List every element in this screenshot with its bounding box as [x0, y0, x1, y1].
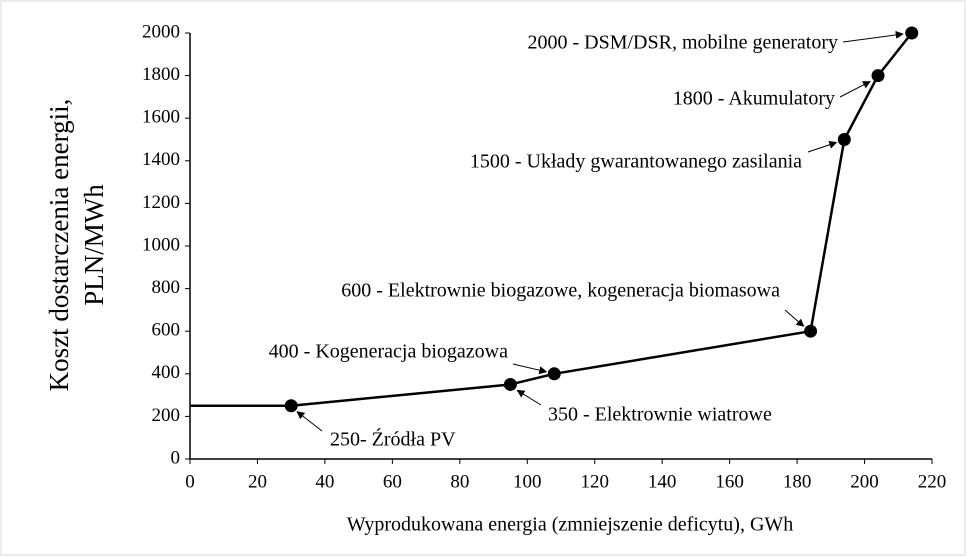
y-tick-label: 1600: [142, 107, 180, 128]
x-tick-label: 120: [580, 471, 609, 492]
annotation: 250- Źródła PV: [330, 428, 456, 451]
x-tick-label: 220: [918, 471, 947, 492]
y-axis-title: PLN/MWh: [79, 184, 109, 306]
point: [905, 26, 919, 40]
annotation-arrow: [839, 81, 871, 98]
annotation: 2000 - DSM/DSR, mobilne generatory: [527, 32, 838, 54]
point: [503, 377, 517, 391]
x-tick-label: 100: [513, 471, 542, 492]
point: [871, 69, 885, 83]
annotation: 1800 - Akumulatory: [673, 88, 835, 110]
annotation: 1500 - Układy gwarantowanego zasilania: [470, 151, 802, 173]
annotation-arrow: [842, 30, 904, 43]
annotation: 350 - Elektrownie wiatrowe: [548, 404, 772, 426]
annotation-arrow: [807, 140, 838, 153]
y-tick-label: 2000: [142, 21, 180, 42]
y-tick-label: 1400: [142, 149, 180, 170]
x-tick-label: 140: [648, 471, 677, 492]
annotation-arrow: [784, 309, 805, 327]
point: [804, 324, 818, 338]
x-axis-title: Wyprodukowana energia (zmniejszenie defi…: [347, 514, 794, 536]
y-tick-label: 800: [152, 277, 181, 298]
x-tick-label: 0: [185, 471, 195, 492]
x-tick-label: 20: [248, 471, 267, 492]
point: [284, 399, 298, 413]
x-tick-label: 60: [383, 471, 402, 492]
x-tick-label: 160: [715, 471, 744, 492]
x-tick-label: 180: [783, 471, 812, 492]
line: [190, 32, 913, 407]
annotation-arrow: [512, 363, 548, 375]
y-tick-label: 400: [152, 362, 181, 383]
annotation: 400 - Kogeneracja biogazowa: [269, 341, 508, 363]
y-tick-label: 1800: [142, 64, 180, 85]
annotation-arrow: [296, 411, 323, 432]
y-tick-label: 0: [171, 447, 181, 468]
y-tick-label: 1000: [142, 234, 180, 255]
y-tick-label: 600: [152, 320, 181, 341]
y-tick-label: 200: [152, 405, 181, 426]
x-tick-label: 80: [450, 471, 469, 492]
annotation: 600 - Elektrownie biogazowe, kogeneracja…: [341, 280, 780, 302]
x-tick-label: 40: [315, 471, 334, 492]
y-axis-title: Koszt dostarczenia energii,: [44, 99, 74, 392]
point: [547, 367, 561, 381]
y-tick-label: 1200: [142, 192, 180, 213]
x-tick-label: 200: [850, 471, 879, 492]
annotation-arrow: [516, 389, 542, 406]
point: [837, 133, 851, 146]
